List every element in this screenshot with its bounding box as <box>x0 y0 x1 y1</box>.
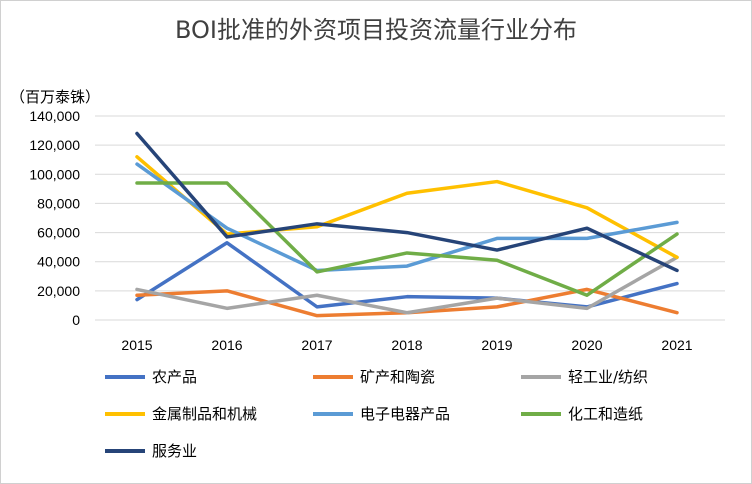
legend-item: 化工和造纸 <box>521 403 643 424</box>
x-tick-label: 2016 <box>211 337 242 353</box>
legend-item: 农产品 <box>105 366 197 387</box>
series-line <box>135 155 679 260</box>
chart-title: BOI批准的外资项目投资流量行业分布 <box>174 16 577 44</box>
legend-swatch <box>313 374 353 379</box>
legend-item: 服务业 <box>105 440 197 461</box>
legend-label: 服务业 <box>152 442 198 460</box>
legend-label: 农产品 <box>152 368 198 386</box>
y-tick-label: 140,000 <box>29 108 80 124</box>
series-line <box>135 162 679 273</box>
x-tick-label: 2020 <box>571 337 602 353</box>
legend-label: 金属制品和机械 <box>152 405 258 423</box>
legend-swatch <box>105 374 145 379</box>
legend-item: 电子电器产品 <box>313 403 450 424</box>
legend-label: 电子电器产品 <box>360 405 451 423</box>
legend-label: 矿产和陶瓷 <box>360 368 436 386</box>
series-lines <box>135 131 679 318</box>
y-tick-label: 20,000 <box>37 283 80 299</box>
legend-label: 轻工业/纺织 <box>568 368 649 386</box>
legend-label: 化工和造纸 <box>568 405 644 423</box>
x-tick-label: 2017 <box>301 337 332 353</box>
x-tick-label: 2015 <box>121 337 152 353</box>
legend-item: 轻工业/纺织 <box>521 366 648 387</box>
legend-swatch <box>521 374 561 379</box>
legend-item: 金属制品和机械 <box>105 403 257 424</box>
y-tick-label: 60,000 <box>37 225 80 241</box>
y-tick-labels: 0 20,000 40,000 60,000 80,000 100,000 120,000 1… <box>29 108 80 328</box>
y-unit-label: （百万泰铢） <box>10 88 101 106</box>
x-tick-label: 2021 <box>661 337 692 353</box>
legend-swatch <box>105 448 145 453</box>
series-line <box>135 131 679 273</box>
legend-item: 矿产和陶瓷 <box>313 366 435 387</box>
y-tick-label: 80,000 <box>37 195 80 211</box>
legend-swatch <box>105 411 145 416</box>
y-tick-label: 40,000 <box>37 254 80 270</box>
y-tick-label: 0 <box>72 312 80 328</box>
series-line <box>135 181 679 297</box>
x-tick-labels: 2015 2016 2017 2018 2019 2020 2021 <box>121 337 692 353</box>
series-line <box>135 255 679 315</box>
y-tick-label: 100,000 <box>29 166 80 182</box>
x-tick-label: 2018 <box>391 337 422 353</box>
x-tick-label: 2019 <box>481 337 512 353</box>
gridlines <box>95 115 725 321</box>
legend-swatch <box>313 411 353 416</box>
y-tick-label: 120,000 <box>29 137 80 153</box>
legend-swatch <box>521 411 561 416</box>
